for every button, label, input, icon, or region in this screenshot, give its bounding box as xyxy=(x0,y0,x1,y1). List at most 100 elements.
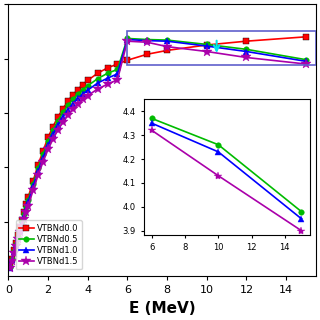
Line: VTBNd0.5: VTBNd0.5 xyxy=(8,36,309,270)
VTBNd1.5 xyxy=(41,160,45,164)
VTBNd1.0 xyxy=(20,221,24,225)
VTBNd0.0 xyxy=(46,136,50,140)
VTBNd1.5 xyxy=(86,94,90,98)
VTBNd0.5 xyxy=(41,152,45,156)
VTBNd1.5 xyxy=(22,217,26,220)
VTBNd1.5 xyxy=(76,102,80,106)
VTBNd1.5 xyxy=(125,39,129,43)
VTBNd1.5 xyxy=(31,188,35,192)
VTBNd1.5 xyxy=(244,56,248,60)
VTBNd1.5 xyxy=(205,50,209,53)
VTBNd0.5 xyxy=(10,258,14,261)
VTBNd0.5 xyxy=(46,140,50,143)
VTBNd0.5 xyxy=(51,129,55,132)
VTBNd1.0 xyxy=(116,72,119,76)
VTBNd1.0 xyxy=(14,243,18,247)
VTBNd0.5 xyxy=(116,68,119,71)
VTBNd0.5 xyxy=(125,36,129,40)
VTBNd1.0 xyxy=(205,44,209,48)
VTBNd0.5 xyxy=(14,242,18,245)
VTBNd0.5 xyxy=(145,38,149,42)
VTBNd0.5 xyxy=(71,98,75,101)
Legend: VTBNd0.0, VTBNd0.5, VTBNd1.0, VTBNd1.5: VTBNd0.0, VTBNd0.5, VTBNd1.0, VTBNd1.5 xyxy=(16,220,82,269)
VTBNd1.5 xyxy=(10,259,14,263)
VTBNd0.0 xyxy=(41,149,45,153)
VTBNd1.5 xyxy=(8,266,12,270)
Bar xyxy=(127,31,316,65)
VTBNd1.0 xyxy=(8,266,12,269)
VTBNd0.0 xyxy=(96,71,100,75)
Line: VTBNd1.5: VTBNd1.5 xyxy=(5,36,311,273)
VTBNd0.0 xyxy=(26,196,30,199)
VTBNd0.5 xyxy=(244,47,248,51)
VTBNd0.0 xyxy=(10,257,14,261)
VTBNd1.5 xyxy=(36,173,40,177)
VTBNd0.0 xyxy=(71,93,75,97)
VTBNd0.5 xyxy=(36,166,40,170)
VTBNd1.0 xyxy=(304,60,308,63)
VTBNd0.0 xyxy=(20,218,24,221)
VTBNd1.5 xyxy=(51,137,55,141)
VTBNd0.5 xyxy=(81,88,85,92)
VTBNd0.0 xyxy=(145,52,149,56)
VTBNd0.5 xyxy=(96,77,100,81)
VTBNd0.0 xyxy=(14,241,18,244)
VTBNd1.0 xyxy=(165,39,169,43)
VTBNd0.5 xyxy=(304,58,308,61)
VTBNd0.5 xyxy=(16,235,20,238)
VTBNd0.5 xyxy=(26,198,30,202)
VTBNd0.5 xyxy=(66,103,70,107)
VTBNd0.0 xyxy=(24,203,28,206)
VTBNd0.0 xyxy=(76,88,80,92)
VTBNd1.0 xyxy=(31,185,35,188)
VTBNd1.0 xyxy=(81,92,85,96)
Line: VTBNd1.0: VTBNd1.0 xyxy=(8,37,309,270)
VTBNd1.0 xyxy=(96,81,100,85)
VTBNd1.5 xyxy=(116,78,119,82)
VTBNd1.5 xyxy=(165,45,169,49)
VTBNd1.0 xyxy=(61,115,65,119)
VTBNd1.5 xyxy=(96,87,100,91)
VTBNd1.5 xyxy=(14,244,18,248)
VTBNd1.5 xyxy=(66,113,70,117)
Line: VTBNd0.0: VTBNd0.0 xyxy=(8,34,309,269)
VTBNd1.0 xyxy=(41,156,45,160)
VTBNd1.5 xyxy=(26,204,30,207)
VTBNd0.0 xyxy=(12,248,16,252)
VTBNd1.0 xyxy=(10,258,14,262)
VTBNd0.0 xyxy=(36,163,40,167)
VTBNd0.0 xyxy=(16,233,20,237)
VTBNd0.5 xyxy=(165,38,169,42)
VTBNd0.5 xyxy=(76,92,80,96)
VTBNd1.0 xyxy=(18,228,22,232)
VTBNd0.5 xyxy=(12,249,16,253)
VTBNd0.0 xyxy=(304,35,308,39)
VTBNd1.0 xyxy=(22,214,26,218)
VTBNd1.0 xyxy=(66,108,70,112)
VTBNd1.0 xyxy=(125,38,129,42)
VTBNd0.0 xyxy=(125,58,129,62)
VTBNd1.5 xyxy=(20,224,24,228)
VTBNd1.0 xyxy=(26,200,30,204)
VTBNd0.0 xyxy=(18,225,22,229)
VTBNd0.5 xyxy=(56,119,60,123)
VTBNd1.5 xyxy=(71,107,75,111)
VTBNd0.5 xyxy=(31,182,35,186)
VTBNd1.0 xyxy=(86,88,90,92)
VTBNd1.0 xyxy=(106,76,109,80)
VTBNd0.0 xyxy=(22,210,26,214)
VTBNd1.5 xyxy=(145,40,149,44)
VTBNd1.5 xyxy=(46,148,50,151)
VTBNd0.5 xyxy=(86,84,90,88)
VTBNd1.0 xyxy=(56,123,60,127)
VTBNd1.0 xyxy=(71,102,75,106)
VTBNd0.0 xyxy=(8,265,12,268)
VTBNd0.5 xyxy=(20,220,24,223)
VTBNd1.0 xyxy=(36,169,40,173)
X-axis label: E (MeV): E (MeV) xyxy=(129,301,196,316)
VTBNd0.0 xyxy=(165,49,169,52)
VTBNd0.5 xyxy=(106,71,109,75)
VTBNd0.0 xyxy=(31,179,35,183)
VTBNd0.0 xyxy=(51,125,55,129)
VTBNd1.0 xyxy=(76,96,80,100)
